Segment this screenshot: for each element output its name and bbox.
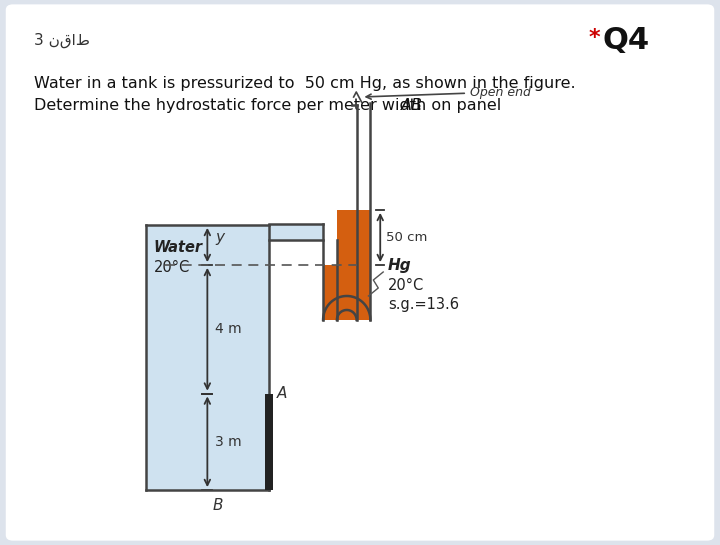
- Text: Open end: Open end: [366, 86, 531, 99]
- Bar: [269, 224, 323, 240]
- Bar: [265, 393, 273, 490]
- Text: Water: Water: [153, 239, 203, 255]
- Bar: [145, 225, 269, 490]
- Text: 3 نقاط: 3 نقاط: [35, 32, 90, 47]
- Text: A: A: [276, 386, 287, 401]
- Text: y: y: [215, 229, 224, 245]
- Text: Hg: Hg: [388, 257, 412, 272]
- Bar: [356, 210, 370, 320]
- Text: 20°C: 20°C: [388, 277, 424, 293]
- Text: 3 m: 3 m: [215, 435, 242, 449]
- Text: *: *: [589, 28, 600, 48]
- Text: AB: AB: [401, 98, 423, 112]
- Text: 20°C: 20°C: [153, 259, 190, 275]
- Text: 50 cm: 50 cm: [386, 231, 428, 244]
- Bar: [323, 265, 337, 320]
- Polygon shape: [323, 296, 370, 320]
- Text: Water in a tank is pressurized to  50 cm Hg, as shown in the figure.: Water in a tank is pressurized to 50 cm …: [35, 76, 576, 90]
- Text: .: .: [417, 98, 422, 112]
- Bar: [356, 105, 377, 210]
- Bar: [337, 210, 356, 320]
- Text: Determine the hydrostatic force per meter width on panel: Determine the hydrostatic force per mete…: [35, 98, 507, 112]
- Text: s.g.=13.6: s.g.=13.6: [388, 298, 459, 312]
- Text: 4 m: 4 m: [215, 322, 242, 336]
- Text: B: B: [212, 499, 222, 513]
- Bar: [337, 240, 356, 265]
- Bar: [337, 210, 356, 320]
- Text: Q4: Q4: [603, 26, 650, 54]
